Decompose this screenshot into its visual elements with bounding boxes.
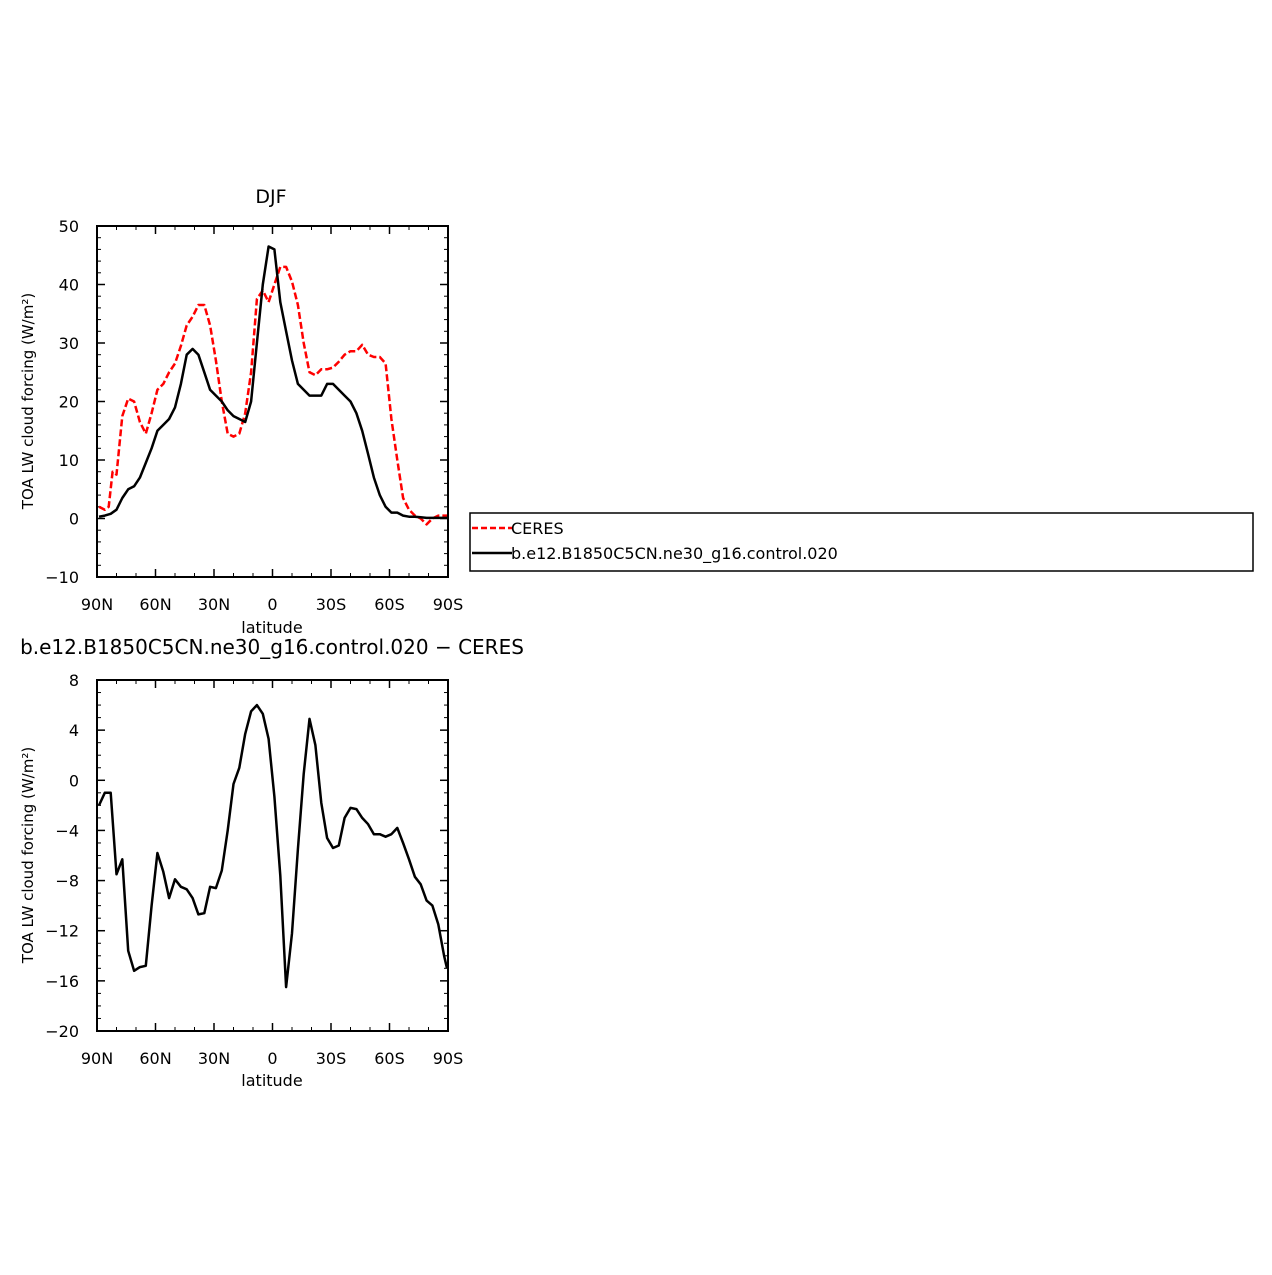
series-line-difference <box>97 703 449 989</box>
y-tick-label: 8 <box>69 671 79 690</box>
legend-entry-model: b.e12.B1850C5CN.ne30_g16.control.020 <box>472 544 838 564</box>
x-tick-label: 30N <box>198 595 230 614</box>
y-tick-label: 10 <box>59 451 79 470</box>
legend-box <box>469 512 1254 572</box>
plot-frame <box>96 679 449 1032</box>
legend: CERES b.e12.B1850C5CN.ne30_g16.control.0… <box>469 512 1254 572</box>
y-axis-label: TOA LW cloud forcing (W/m²) <box>19 293 37 510</box>
chart-title: b.e12.B1850C5CN.ne30_g16.control.020 − C… <box>20 635 524 659</box>
legend-label-model: b.e12.B1850C5CN.ne30_g16.control.020 <box>511 544 838 564</box>
x-tick-label: 0 <box>267 595 277 614</box>
x-tick-label: 30S <box>316 1049 347 1068</box>
y-tick-label: 40 <box>59 276 79 295</box>
y-tick-label: −4 <box>55 821 79 840</box>
x-tick-label: 0 <box>267 1049 277 1068</box>
x-tick-label: 60N <box>139 1049 171 1068</box>
series-line-b-e12-b1850c5cn-ne30-g16-control-020 <box>98 245 447 520</box>
x-tick-label: 30S <box>316 595 347 614</box>
y-tick-label: −16 <box>45 972 79 991</box>
y-tick-label: 50 <box>59 217 79 236</box>
y-tick-label: −8 <box>55 872 79 891</box>
chart-title: DJF <box>255 186 286 208</box>
x-tick-label: 30N <box>198 1049 230 1068</box>
x-axis-label: latitude <box>241 1071 302 1090</box>
x-axis-label: latitude <box>241 618 302 637</box>
y-tick-label: 0 <box>69 771 79 790</box>
y-tick-label: −20 <box>45 1022 79 1041</box>
x-tick-label: 60S <box>374 1049 405 1068</box>
plot-frame <box>96 225 449 578</box>
y-tick-label: 0 <box>69 510 79 529</box>
x-tick-label: 90N <box>81 1049 113 1068</box>
x-tick-label: 60S <box>374 595 405 614</box>
series-line-ceres <box>98 265 447 526</box>
x-tick-label: 90S <box>433 595 464 614</box>
x-tick-label: 90N <box>81 595 113 614</box>
x-tick-label: 60N <box>139 595 171 614</box>
legend-entry-ceres: CERES <box>472 519 564 538</box>
y-tick-label: 4 <box>69 721 79 740</box>
x-tick-label: 90S <box>433 1049 464 1068</box>
legend-label-ceres: CERES <box>511 519 564 538</box>
djf-line-chart: DJF 90N 60N 30N 0 30S 60S 90S −10 0 10 20 30 40 50 la… <box>19 186 463 637</box>
difference-line-chart: b.e12.B1850C5CN.ne30_g16.control.020 − C… <box>19 635 524 1090</box>
y-tick-label: 20 <box>59 393 79 412</box>
y-tick-label: 30 <box>59 334 79 353</box>
y-tick-label: −12 <box>45 922 79 941</box>
y-tick-label: −10 <box>45 568 79 587</box>
y-axis-label: TOA LW cloud forcing (W/m²) <box>19 747 37 964</box>
